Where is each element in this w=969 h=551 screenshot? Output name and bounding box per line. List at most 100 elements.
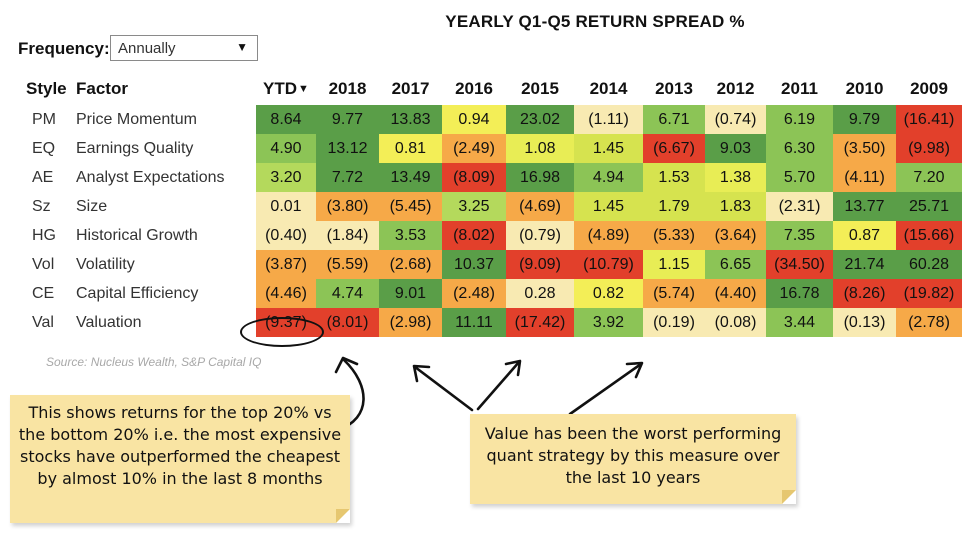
heatmap-cell: (16.41) <box>896 105 962 134</box>
heatmap-table: Style Factor YTD▼ 2018 2017 2016 2015 2014 201… <box>14 72 962 337</box>
column-header-2010[interactable]: 2010 <box>833 72 896 105</box>
heatmap-cell: 7.20 <box>896 163 962 192</box>
annotation-note-value-text: Value has been the worst performing quan… <box>484 424 782 487</box>
heatmap-cell: (8.09) <box>442 163 506 192</box>
arrow-to-2014 <box>568 362 643 416</box>
column-header-label: 2013 <box>655 78 693 98</box>
row-style-code: EQ <box>32 139 56 157</box>
table-row: HG Historical Growth (0.40) (1.84) 3.53 (8.02… <box>14 221 962 250</box>
table-row: Sz Size 0.01 (3.80) (5.45) 3.25 (4.69) 1.45 1.79… <box>14 192 962 221</box>
heatmap-cell: (9.98) <box>896 134 962 163</box>
heatmap-cell: 0.81 <box>379 134 442 163</box>
column-header-ytd[interactable]: YTD▼ <box>256 72 316 105</box>
row-style-code: Val <box>32 313 54 331</box>
arrow-to-2014-head <box>625 361 644 379</box>
column-header-label: 2017 <box>391 78 430 98</box>
heatmap-cell: 0.94 <box>442 105 506 134</box>
heatmap-cell: (2.48) <box>442 279 506 308</box>
heatmap-cell: (5.45) <box>379 192 442 221</box>
heatmap-cell: (10.79) <box>574 250 643 279</box>
heatmap-cell: (0.74) <box>705 105 766 134</box>
heatmap-cell: 23.02 <box>506 105 574 134</box>
heatmap-cell: (4.89) <box>574 221 643 250</box>
column-header-2011[interactable]: 2011 <box>766 72 833 105</box>
row-style-code: HG <box>32 226 56 244</box>
column-header-label: 2014 <box>589 78 628 98</box>
heatmap-cell: (1.11) <box>574 105 643 134</box>
column-header-label: 2011 <box>781 78 818 98</box>
source-note: Source: Nucleus Wealth, S&P Capital IQ <box>46 355 262 369</box>
header-row: Style Factor YTD▼ 2018 2017 2016 2015 2014 201… <box>14 72 962 105</box>
heatmap-cell: 3.92 <box>574 308 643 337</box>
heatmap-cell: (0.13) <box>833 308 896 337</box>
heatmap-cell: (2.68) <box>379 250 442 279</box>
row-factor-name: Size <box>76 197 108 215</box>
heatmap-cell: 3.25 <box>442 192 506 221</box>
heatmap-cell: (3.50) <box>833 134 896 163</box>
sort-desc-icon: ▼ <box>298 82 309 95</box>
heatmap-cell: 10.37 <box>442 250 506 279</box>
chart-title: YEARLY Q1-Q5 RETURN SPREAD % <box>445 12 745 31</box>
column-header-2012[interactable]: 2012 <box>705 72 766 105</box>
heatmap-cell: 16.78 <box>766 279 833 308</box>
heatmap-cell: (2.31) <box>766 192 833 221</box>
arrow-to-2017 <box>413 365 474 412</box>
row-style-code: Vol <box>32 255 55 273</box>
column-header-2015[interactable]: 2015 <box>506 72 574 105</box>
heatmap-cell: (15.66) <box>896 221 962 250</box>
column-header-2013[interactable]: 2013 <box>643 72 705 105</box>
heatmap-cell: 13.12 <box>316 134 379 163</box>
table-row: PM Price Momentum 8.64 9.77 13.83 0.94 23.02 (1… <box>14 105 962 134</box>
row-factor-name: Historical Growth <box>76 226 198 244</box>
heatmap-cell: 13.77 <box>833 192 896 221</box>
heatmap-cell: (3.87) <box>256 250 316 279</box>
heatmap-cell: 13.49 <box>379 163 442 192</box>
heatmap-cell: 1.15 <box>643 250 705 279</box>
row-style-code: CE <box>32 284 55 302</box>
column-header-2017[interactable]: 2017 <box>379 72 442 105</box>
heatmap-cell: 5.70 <box>766 163 833 192</box>
heatmap-cell: (8.01) <box>316 308 379 337</box>
row-factor-name: Price Momentum <box>76 110 197 128</box>
column-header-2018[interactable]: 2018 <box>316 72 379 105</box>
heatmap-cell: 1.79 <box>643 192 705 221</box>
heatmap-cell: (8.02) <box>442 221 506 250</box>
heatmap-cell: 4.94 <box>574 163 643 192</box>
row-style-code: PM <box>32 110 56 128</box>
column-header-label: 2016 <box>455 78 493 98</box>
heatmap-cell: 1.38 <box>705 163 766 192</box>
heatmap-cell: (4.69) <box>506 192 574 221</box>
column-header-label: 2012 <box>716 78 755 98</box>
note-fold-corner <box>336 509 350 523</box>
column-header-2014[interactable]: 2014 <box>574 72 643 105</box>
heatmap-cell: 1.08 <box>506 134 574 163</box>
arrow-to-2017-head <box>412 364 431 383</box>
heatmap-cell: (9.09) <box>506 250 574 279</box>
heatmap-cell: (3.64) <box>705 221 766 250</box>
heatmap-cell: 9.79 <box>833 105 896 134</box>
heatmap-cell: 1.83 <box>705 192 766 221</box>
highlight-circle <box>240 317 324 347</box>
heatmap-cell: (8.26) <box>833 279 896 308</box>
column-header-2016[interactable]: 2016 <box>442 72 506 105</box>
column-header-style: Style <box>26 78 67 98</box>
heatmap-cell: 21.74 <box>833 250 896 279</box>
heatmap-cell: (2.98) <box>379 308 442 337</box>
heatmap-cell: (17.42) <box>506 308 574 337</box>
frequency-dropdown[interactable]: Annually ▼ <box>110 35 258 61</box>
column-header-factor: Factor <box>76 78 128 98</box>
arrow-to-2015 <box>476 360 521 411</box>
heatmap-cell: 25.71 <box>896 192 962 221</box>
heatmap-cell: (0.40) <box>256 221 316 250</box>
heatmap-cell: 16.98 <box>506 163 574 192</box>
table-row: CE Capital Efficiency (4.46) 4.74 9.01 (2.48)… <box>14 279 962 308</box>
heatmap-cell: 7.35 <box>766 221 833 250</box>
table-row: EQ Earnings Quality 4.90 13.12 0.81 (2.49) 1.0… <box>14 134 962 163</box>
heatmap-cell: (0.79) <box>506 221 574 250</box>
table-row: AE Analyst Expectations 3.20 7.72 13.49 (8.09… <box>14 163 962 192</box>
row-factor-name: Analyst Expectations <box>76 168 225 186</box>
column-header-2009[interactable]: 2009 <box>896 72 962 105</box>
arrow-to-ytd-head <box>334 356 359 374</box>
heatmap-cell: 4.74 <box>316 279 379 308</box>
